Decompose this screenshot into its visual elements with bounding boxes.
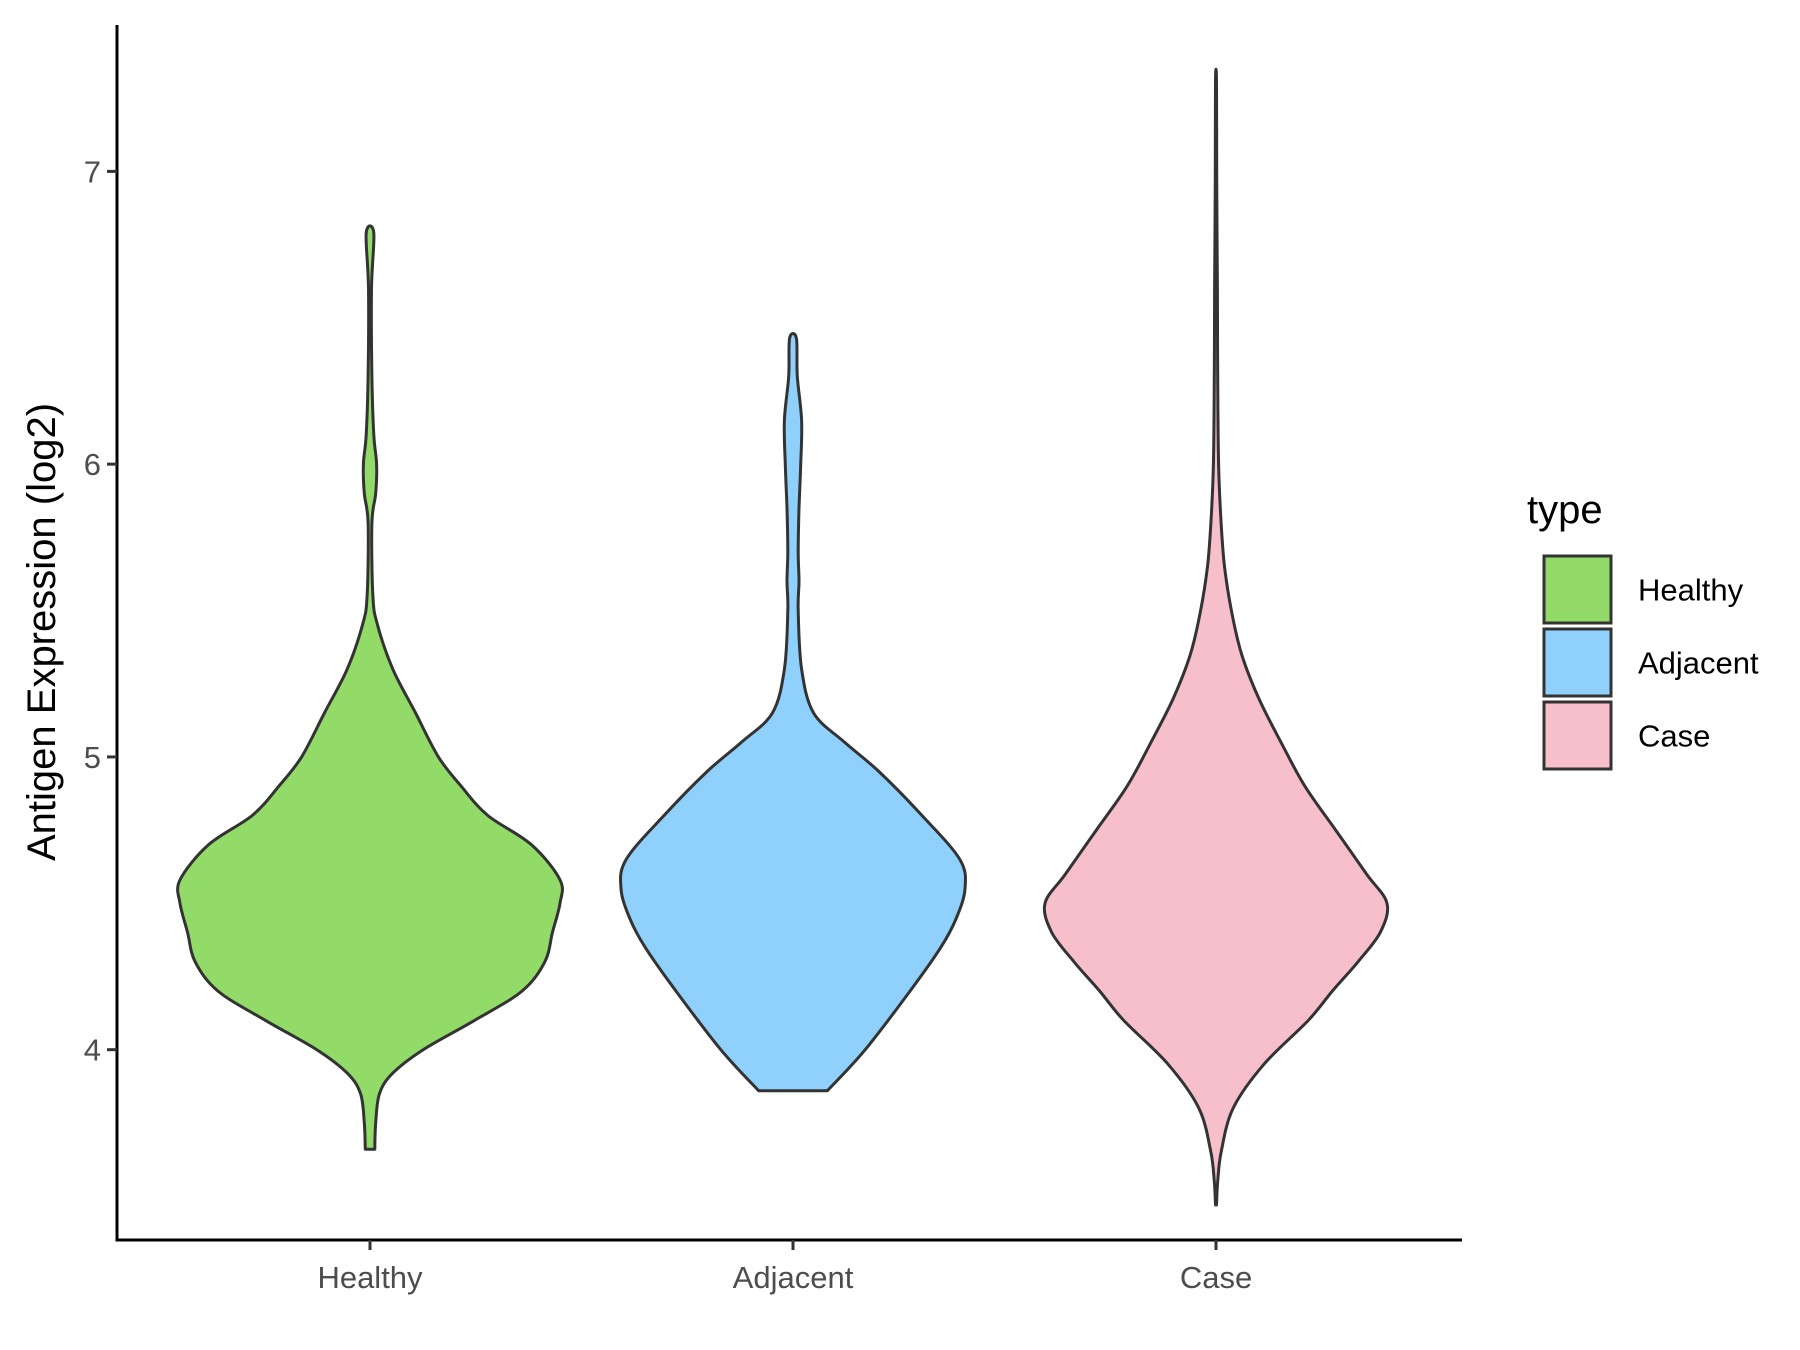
legend-key-case — [1542, 700, 1613, 771]
y-tick-label: 5 — [84, 740, 101, 775]
legend-key-healthy — [1542, 554, 1613, 625]
violin-adjacent — [618, 332, 968, 1093]
y-tick-label: 6 — [84, 447, 101, 482]
axes-group: 4 5 6 7 Healthy Adjacent Case — [84, 25, 1462, 1295]
x-tick-label: Healthy — [317, 1260, 423, 1295]
legend-label-case: Case — [1638, 719, 1710, 754]
legend-label-healthy: Healthy — [1638, 573, 1744, 608]
violin-case — [1042, 67, 1390, 1207]
legend-key-adjacent — [1542, 627, 1613, 698]
legend: type Healthy Adjacent Case — [1527, 488, 1759, 771]
legend-title: type — [1527, 488, 1603, 532]
y-axis-title: Antigen Expression (log2) — [20, 403, 64, 861]
y-tick-label: 7 — [84, 154, 101, 189]
violin-healthy — [176, 224, 564, 1151]
legend-label-adjacent: Adjacent — [1638, 646, 1759, 681]
y-tick-label: 4 — [84, 1033, 101, 1068]
violins-group — [176, 67, 1390, 1207]
x-tick-label: Adjacent — [733, 1260, 854, 1295]
x-tick-label: Case — [1180, 1260, 1252, 1295]
